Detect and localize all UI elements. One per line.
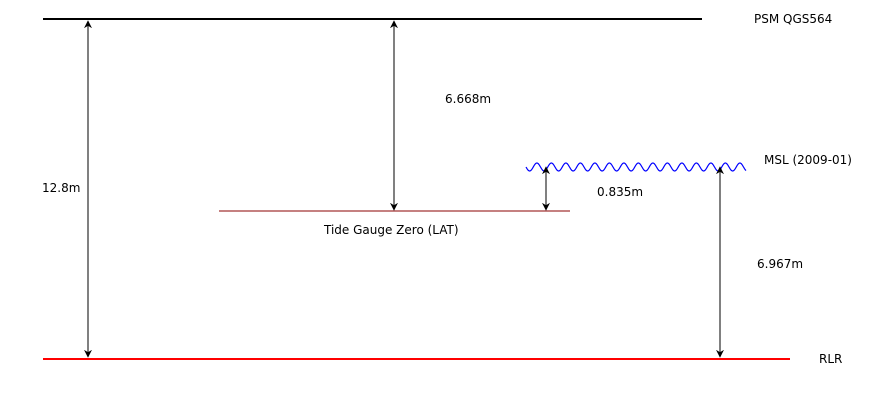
- tide-gauge-zero-label: Tide Gauge Zero (LAT): [323, 223, 459, 237]
- tgz-to-msl-measurement: 0.835m: [597, 185, 643, 199]
- msl-wave-line: [525, 162, 747, 172]
- psm-to-rlr-measurement: 12.8m: [42, 181, 80, 195]
- rlr-label: RLR: [819, 352, 842, 366]
- msl-label: MSL (2009-01): [764, 153, 852, 167]
- psm-to-tgz-measurement: 6.668m: [445, 92, 491, 106]
- psm-label: PSM QGS564: [754, 12, 832, 26]
- msl-to-rlr-measurement: 6.967m: [757, 257, 803, 271]
